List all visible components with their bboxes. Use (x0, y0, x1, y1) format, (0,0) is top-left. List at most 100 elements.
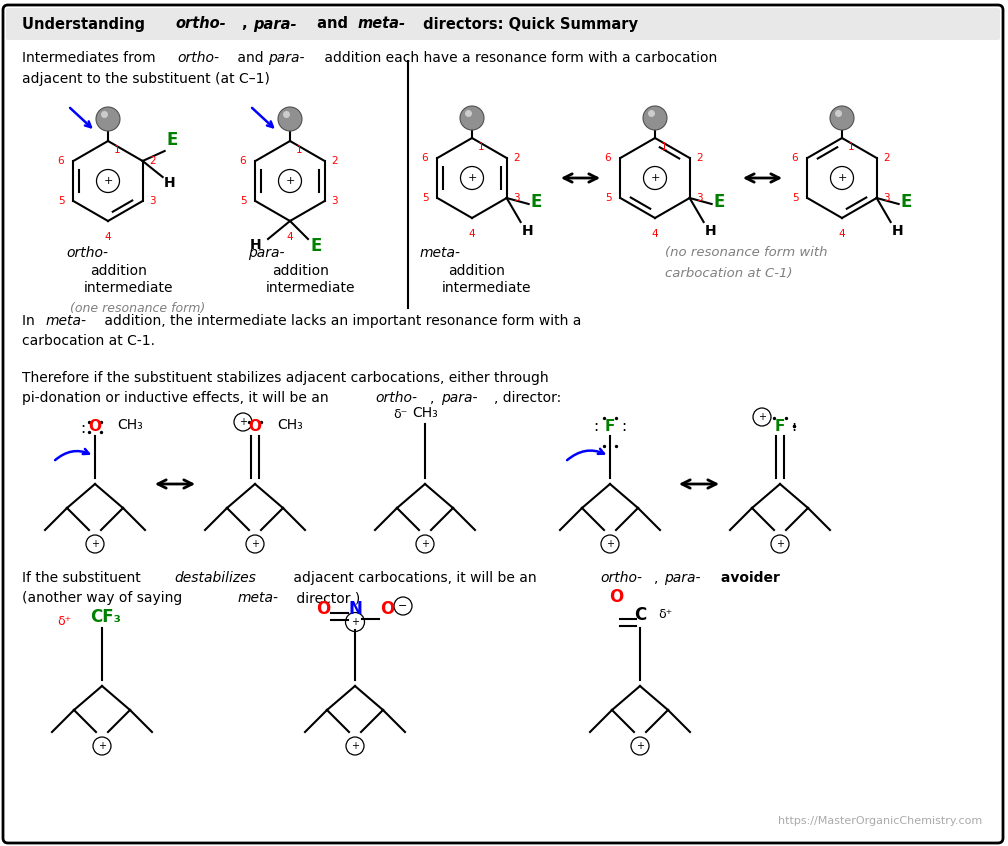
Text: F: F (775, 419, 785, 434)
Text: ortho-: ortho- (375, 391, 417, 405)
Circle shape (835, 110, 842, 117)
Text: +: + (776, 539, 784, 549)
Text: 3: 3 (332, 196, 339, 206)
Text: ortho-: ortho- (175, 17, 226, 31)
Text: δ⁺: δ⁺ (57, 614, 72, 628)
Text: (another way of saying: (another way of saying (22, 591, 191, 605)
Circle shape (830, 106, 854, 130)
Text: director ): director ) (292, 591, 360, 605)
Text: 3: 3 (149, 196, 156, 206)
Text: O: O (89, 419, 102, 434)
Text: 2: 2 (149, 156, 156, 166)
Text: 1: 1 (296, 145, 302, 155)
Text: ortho-: ortho- (177, 51, 219, 65)
Text: E: E (900, 193, 912, 211)
Text: If the substituent: If the substituent (22, 571, 145, 585)
Text: O: O (249, 419, 261, 434)
Text: , director:: , director: (494, 391, 561, 405)
Text: addition each have a resonance form with a carbocation: addition each have a resonance form with… (320, 51, 718, 65)
Text: F: F (605, 419, 615, 434)
Text: +: + (636, 741, 644, 751)
Text: +: + (239, 417, 247, 427)
Text: CH₃: CH₃ (277, 418, 302, 432)
Text: 5: 5 (240, 196, 246, 206)
Text: +: + (251, 539, 259, 549)
Text: and: and (233, 51, 268, 65)
Text: Understanding: Understanding (22, 17, 150, 31)
Text: addition: addition (90, 264, 147, 278)
Text: 5: 5 (605, 193, 612, 203)
Text: :: : (594, 419, 599, 434)
Text: δ⁺: δ⁺ (658, 607, 672, 620)
Text: meta-: meta- (358, 17, 406, 31)
Text: H: H (705, 224, 717, 238)
Text: 1: 1 (661, 142, 667, 152)
Text: :: : (791, 419, 796, 434)
Text: para-: para- (253, 17, 296, 31)
Text: 2: 2 (332, 156, 339, 166)
Circle shape (278, 107, 302, 131)
Text: +: + (91, 539, 99, 549)
Text: O: O (380, 600, 394, 618)
Text: +: + (758, 412, 766, 422)
Text: H: H (163, 176, 175, 190)
Text: +: + (421, 539, 429, 549)
Text: intermediate: intermediate (84, 281, 173, 295)
Text: intermediate: intermediate (442, 281, 531, 295)
Text: (one resonance form): (one resonance form) (70, 302, 206, 315)
Text: 4: 4 (286, 232, 293, 242)
Circle shape (283, 111, 290, 118)
Text: addition, the intermediate lacks an important resonance form with a: addition, the intermediate lacks an impo… (100, 314, 582, 328)
Text: para-: para- (268, 51, 304, 65)
Text: ortho-: ortho- (600, 571, 642, 585)
Circle shape (648, 110, 655, 117)
Text: 1: 1 (848, 142, 855, 152)
Text: pi-donation or inductive effects, it will be an: pi-donation or inductive effects, it wil… (22, 391, 333, 405)
Text: 5: 5 (791, 193, 798, 203)
Text: 5: 5 (57, 196, 65, 206)
FancyBboxPatch shape (3, 5, 1003, 843)
Text: +: + (103, 176, 113, 186)
Text: 4: 4 (652, 229, 658, 239)
Text: intermediate: intermediate (266, 281, 356, 295)
Text: ortho-: ortho- (66, 246, 108, 260)
Text: :: : (622, 419, 627, 434)
Text: 3: 3 (884, 193, 890, 203)
Text: and: and (312, 17, 353, 31)
Text: +: + (351, 741, 359, 751)
Text: 6: 6 (421, 153, 428, 163)
FancyBboxPatch shape (6, 8, 1000, 40)
Text: meta-: meta- (238, 591, 279, 605)
Text: O: O (609, 588, 623, 606)
Text: ,: , (654, 571, 662, 585)
Text: directors: Quick Summary: directors: Quick Summary (418, 17, 638, 31)
Text: +: + (351, 617, 359, 627)
Text: 1: 1 (114, 145, 121, 155)
Text: E: E (714, 193, 725, 211)
Text: 4: 4 (839, 229, 846, 239)
Text: H: H (250, 238, 262, 252)
Text: H: H (892, 224, 903, 238)
Text: 6: 6 (240, 156, 246, 166)
Text: addition: addition (448, 264, 505, 278)
Text: 2: 2 (514, 153, 520, 163)
Text: +: + (98, 741, 106, 751)
Text: C: C (634, 606, 646, 624)
Text: H: H (522, 224, 533, 238)
Text: 6: 6 (791, 153, 798, 163)
Text: +: + (468, 173, 477, 183)
Circle shape (643, 106, 667, 130)
Text: Intermediates from: Intermediates from (22, 51, 160, 65)
Text: adjacent carbocations, it will be an: adjacent carbocations, it will be an (289, 571, 541, 585)
Text: 4: 4 (105, 232, 111, 242)
Text: 2: 2 (884, 153, 890, 163)
Text: carbocation at C-1.: carbocation at C-1. (22, 334, 155, 348)
Text: 2: 2 (697, 153, 704, 163)
Text: +: + (650, 173, 659, 183)
Circle shape (465, 110, 472, 117)
Text: adjacent to the substituent (at C–1): adjacent to the substituent (at C–1) (22, 72, 270, 86)
Text: destabilizes: destabilizes (174, 571, 256, 585)
Text: 3: 3 (697, 193, 704, 203)
Text: In: In (22, 314, 39, 328)
Circle shape (96, 107, 120, 131)
